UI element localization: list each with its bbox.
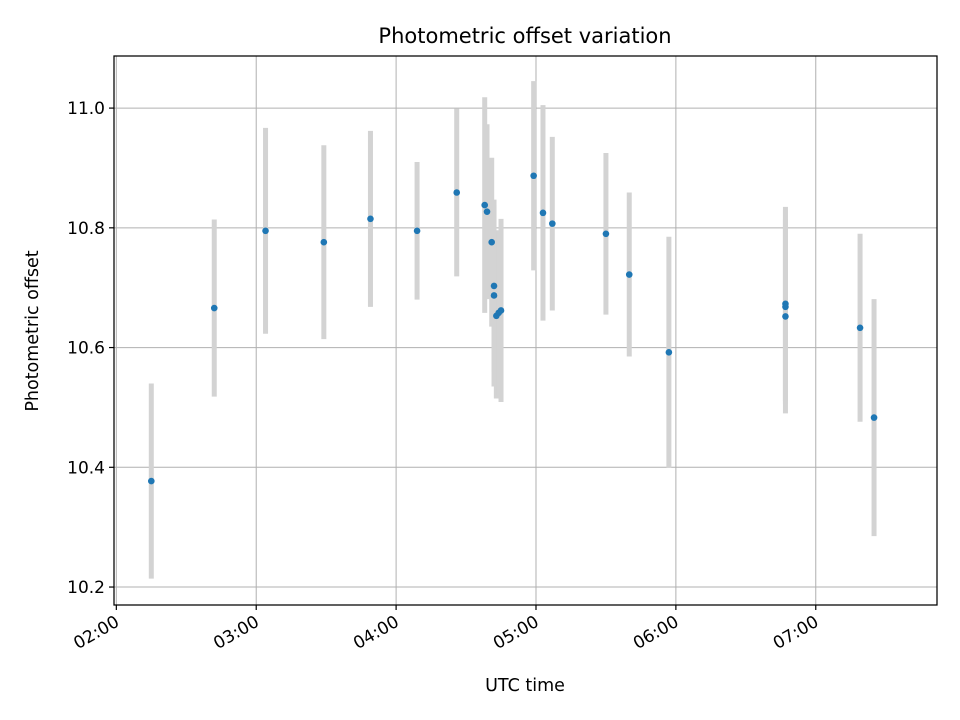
data-point: [320, 238, 328, 246]
x-axis-title: UTC time: [485, 676, 565, 696]
x-axis: 02:00 03:00 04:00 05:00 06:00 07:00: [70, 605, 822, 654]
data-point: [481, 201, 488, 209]
data-point: [488, 238, 495, 246]
data-point: [782, 303, 789, 311]
data-points: [148, 172, 878, 485]
data-point: [262, 227, 269, 235]
x-tick-label: 07:00: [770, 612, 822, 654]
plot-frame: [113, 55, 938, 606]
chart-title: Photometric offset variation: [378, 24, 671, 48]
data-point: [497, 307, 505, 314]
data-point: [549, 220, 556, 227]
y-tick-label: 10.4: [67, 458, 105, 478]
y-axis-title: Photometric offset: [23, 250, 43, 411]
data-point: [625, 271, 633, 278]
data-point: [490, 292, 498, 299]
data-point: [665, 349, 673, 356]
data-point: [483, 208, 491, 215]
data-point: [148, 477, 155, 485]
data-point: [782, 313, 789, 320]
data-point: [539, 209, 547, 217]
data-point: [856, 324, 864, 332]
error-bars: [148, 81, 877, 579]
data-point: [453, 189, 461, 196]
data-point: [870, 414, 878, 421]
y-tick-label: 10.8: [67, 219, 105, 239]
x-tick-label: 06:00: [630, 612, 682, 654]
data-point: [602, 230, 610, 238]
x-tick-label: 04:00: [350, 612, 402, 654]
data-point: [490, 282, 498, 290]
data-point: [530, 172, 537, 180]
y-tick-label: 10.6: [67, 339, 105, 359]
y-tick-label: 10.2: [67, 578, 105, 598]
y-axis: 10.2 10.4 10.6 10.8 11.0: [67, 99, 114, 598]
x-tick-label: 02:00: [70, 612, 122, 654]
data-point: [210, 304, 218, 312]
x-tick-label: 03:00: [210, 612, 262, 654]
x-tick-label: 05:00: [490, 612, 542, 654]
y-tick-label: 11.0: [67, 99, 105, 119]
data-point: [413, 227, 421, 235]
data-point: [367, 215, 374, 223]
grid-lines: [114, 56, 937, 605]
